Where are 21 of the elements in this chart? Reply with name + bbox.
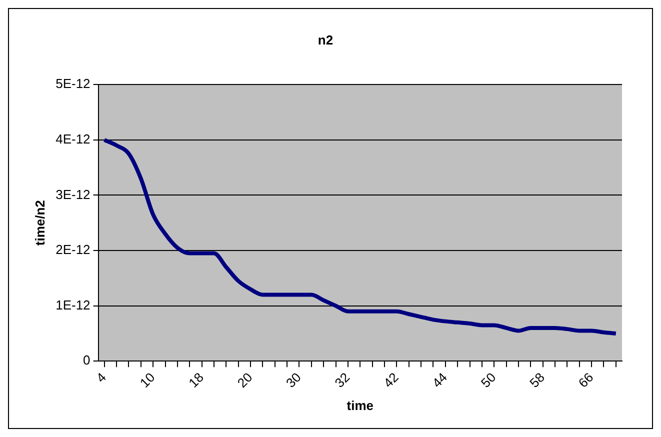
- x-tick-label: 4: [93, 370, 110, 386]
- x-tick-label: 10: [136, 370, 158, 391]
- x-tick-label: 66: [575, 370, 596, 391]
- x-tick-label: 44: [429, 370, 450, 391]
- x-tick-label: 42: [380, 370, 402, 391]
- y-tick-label: 5E-12: [56, 76, 90, 92]
- x-tick-label: 20: [234, 370, 256, 391]
- y-tick-label: 4E-12: [56, 131, 90, 146]
- y-tick-label: 3E-12: [56, 186, 90, 202]
- y-tick-label: 0: [83, 352, 90, 368]
- x-tick-label: 30: [283, 370, 304, 391]
- chart-title: n2: [318, 32, 334, 48]
- y-tick-label: 2E-12: [56, 242, 90, 258]
- x-tick-label: 32: [332, 370, 353, 391]
- y-axis-title: time/n2: [32, 200, 48, 246]
- x-tick-label: 58: [526, 370, 548, 391]
- x-axis-title: time: [346, 398, 374, 413]
- y-tick-label: 1E-12: [56, 297, 90, 312]
- x-tick-label: 18: [186, 370, 206, 391]
- x-tick-label: 50: [478, 370, 499, 391]
- line-series: [102, 138, 618, 336]
